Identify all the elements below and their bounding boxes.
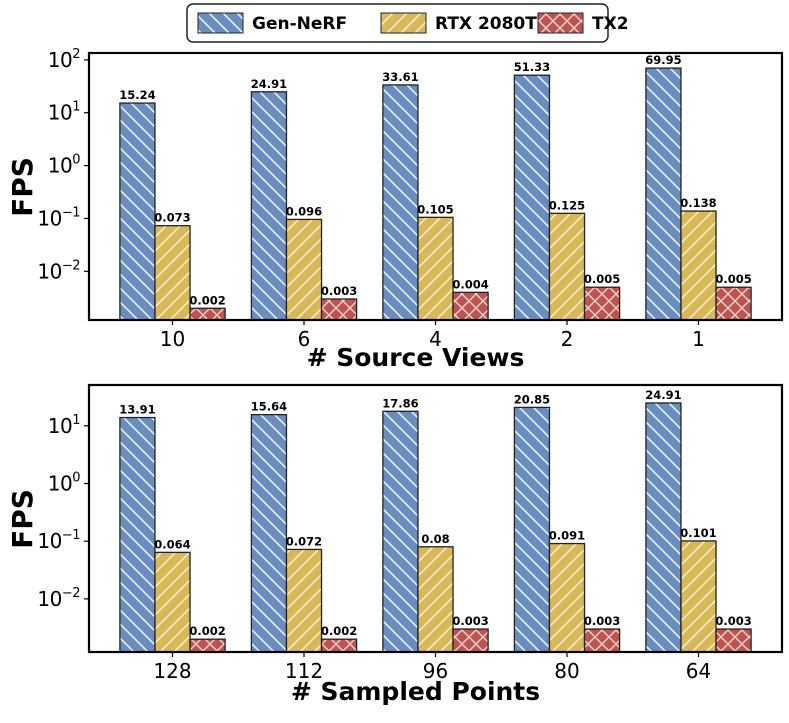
x-tick-label: 1 [692, 327, 705, 351]
bar-gen-nerf-2 [513, 74, 551, 321]
bar-rtx-2080ti-80 [548, 542, 586, 653]
x-tick-label: 2 [561, 327, 574, 351]
bar-value-label: 0.105 [417, 202, 453, 216]
y-tick-label: 10−1 [37, 205, 80, 230]
bar-rtx-2080ti-96 [417, 546, 454, 653]
x-tick-label: 80 [554, 659, 579, 683]
bar-gen-nerf-1 [645, 67, 682, 321]
bar-gen-nerf-6 [250, 91, 288, 321]
y-tick-label: 10−1 [37, 528, 80, 553]
chart-sampled-points: 10−2 10−1 100 101 13.91 15.64 17.86 20.85 24.91 0… [6, 383, 784, 706]
bar-rtx-2080ti-1 [680, 210, 717, 321]
x-tick-label: 4 [429, 327, 442, 351]
bar-value-label: 0.096 [286, 204, 322, 218]
bar-value-label: 0.005 [715, 272, 751, 286]
bar-value-label: 51.33 [514, 60, 550, 74]
bar-rtx-2080ti-4 [417, 216, 454, 321]
legend-entry-gen-nerf: Gen-NeRF [197, 12, 347, 34]
bar-value-label: 0.064 [154, 537, 190, 551]
bar-value-label: 13.91 [119, 403, 155, 417]
legend-entry-rtx-2080ti: RTX 2080Ti [380, 12, 543, 34]
y-tick-label: 10−2 [37, 586, 80, 611]
bar-tx2-96 [452, 628, 489, 653]
bar-tx2-128 [189, 638, 226, 653]
y-tick-label: 101 [48, 100, 80, 125]
bar-value-label: 0.072 [286, 534, 322, 548]
bar-rtx-2080ti-10 [154, 225, 191, 321]
bar-rtx-2080ti-2 [548, 212, 586, 321]
legend-swatch-rtx-2080ti [380, 12, 427, 34]
bar-value-label: 0.005 [584, 272, 620, 286]
bar-tx2-4 [452, 291, 489, 321]
y-tick-label: 102 [48, 47, 80, 72]
legend: Gen-NeRF RTX 2080Ti TX2 [186, 3, 629, 43]
legend-swatch-gen-nerf [197, 12, 244, 34]
bar-tx2-112 [320, 638, 358, 653]
bar-value-label: 24.91 [251, 77, 287, 91]
bar-value-label: 0.004 [452, 277, 488, 291]
bar-gen-nerf-10 [119, 102, 156, 321]
bar-value-label: 33.61 [382, 70, 418, 84]
bar-gen-nerf-80 [513, 406, 551, 653]
x-axis-label: # Sampled Points [291, 677, 540, 706]
plot-frame [87, 51, 784, 322]
bar-value-label: 0.002 [189, 293, 225, 307]
legend-label-rtx-2080ti: RTX 2080Ti [435, 14, 543, 34]
legend-entry-tx2: TX2 [537, 12, 629, 34]
bar-value-label: 0.08 [421, 532, 449, 546]
bar-value-label: 15.64 [251, 400, 287, 414]
bar-value-label: 0.125 [549, 198, 585, 212]
y-tick-label: 10−2 [37, 258, 80, 283]
legend-label-tx2: TX2 [592, 14, 629, 34]
bar-value-label: 0.002 [189, 624, 225, 638]
y-axis-label: FPS [6, 489, 39, 549]
bar-tx2-80 [583, 628, 621, 653]
legend-label-gen-nerf: Gen-NeRF [252, 14, 347, 34]
bar-gen-nerf-128 [119, 416, 156, 653]
x-tick-label: 128 [153, 659, 191, 683]
bar-gen-nerf-96 [382, 410, 419, 653]
bar-tx2-6 [320, 298, 358, 321]
bar-value-label: 0.091 [549, 529, 585, 543]
bar-value-label: 0.003 [321, 284, 357, 298]
bar-tx2-1 [715, 286, 752, 321]
bar-value-label: 24.91 [645, 388, 681, 402]
bar-tx2-2 [583, 286, 621, 321]
legend-swatch-tx2 [537, 12, 584, 34]
x-axis-label: # Source Views [307, 343, 525, 372]
bar-tx2-10 [189, 307, 226, 321]
bar-value-label: 0.002 [321, 624, 357, 638]
bar-value-label: 15.24 [119, 88, 155, 102]
x-tick-label: 96 [423, 659, 448, 683]
bar-value-label: 0.003 [584, 614, 620, 628]
bar-value-label: 0.138 [680, 196, 716, 210]
y-axis-label: FPS [6, 157, 39, 217]
bar-value-label: 17.86 [382, 396, 418, 410]
bar-rtx-2080ti-64 [680, 540, 717, 653]
x-tick-label: 6 [298, 327, 311, 351]
y-tick-label: 100 [48, 471, 80, 496]
bar-rtx-2080ti-128 [154, 551, 191, 653]
bar-gen-nerf-4 [382, 84, 419, 321]
x-tick-label: 112 [285, 659, 323, 683]
bar-value-label: 69.95 [645, 53, 681, 67]
bar-gen-nerf-64 [645, 402, 682, 653]
bar-value-label: 0.003 [452, 614, 488, 628]
x-tick-label: 10 [160, 327, 185, 351]
x-tick-label: 64 [686, 659, 711, 683]
bar-rtx-2080ti-112 [285, 548, 323, 653]
bar-tx2-64 [715, 628, 752, 653]
bar-value-label: 0.101 [680, 526, 716, 540]
y-tick-label: 101 [48, 413, 80, 438]
bar-gen-nerf-112 [250, 413, 288, 653]
bar-value-label: 0.073 [154, 211, 190, 225]
bar-value-label: 20.85 [514, 392, 550, 406]
y-tick-label: 100 [48, 153, 80, 178]
bar-rtx-2080ti-6 [285, 218, 323, 321]
bar-value-label: 0.003 [715, 614, 751, 628]
plot-frame [87, 383, 784, 654]
